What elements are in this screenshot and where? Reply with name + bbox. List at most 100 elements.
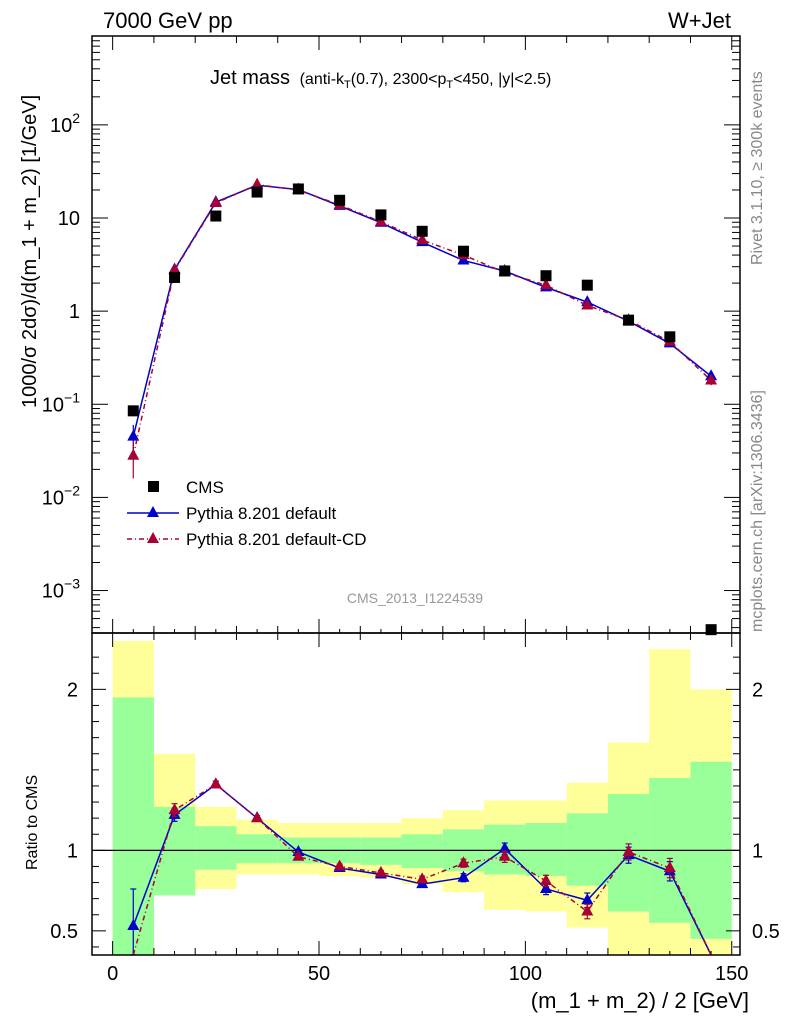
cms-point-7 <box>416 225 428 237</box>
cms-point-8 <box>457 245 469 257</box>
main-point-s1-2 <box>209 195 222 207</box>
band-inner-11 <box>566 813 608 886</box>
title-detail-b: (0.7), 2300<p <box>351 71 447 88</box>
ratio-point-s1-5 <box>333 859 346 871</box>
cms-point-10 <box>540 270 552 282</box>
ratio-tick-label-left-2: 0.5 <box>50 921 78 943</box>
title-detail-c: <450, |y|<2.5) <box>453 71 551 88</box>
main-point-s1-7 <box>416 233 429 245</box>
plot-title: Jet mass (anti-kT(0.7), 2300<pT<450, |y|… <box>210 67 551 91</box>
legend-cd-marker <box>147 532 159 543</box>
main-series <box>127 177 718 636</box>
cms-point-2 <box>210 210 222 222</box>
y-tick-label-5: 10−3 <box>42 576 80 603</box>
ratio-point-s1-2 <box>209 777 222 789</box>
ratio-point-s1-7 <box>416 872 429 884</box>
ratio-tick-label-right-1: 1 <box>752 840 763 862</box>
ratio-point-s1-8 <box>457 856 470 868</box>
ratio-point-s0-8 <box>457 870 470 882</box>
ratio-point-s1-11 <box>581 904 594 916</box>
cms-point-13 <box>664 331 676 343</box>
cms-point-1 <box>169 271 181 283</box>
x-tick-label-3: 150 <box>715 963 748 985</box>
ratio-point-s0-0 <box>127 919 140 931</box>
header-left: 7000 GeV pp <box>103 8 233 33</box>
band-inner-2 <box>195 826 237 870</box>
main-point-s0-0 <box>127 429 140 441</box>
x-tick-label-2: 100 <box>509 963 542 985</box>
legend-cms-label: CMS <box>186 478 224 497</box>
y-tick-label-1: 10 <box>58 208 80 230</box>
x-axis-title: (m_1 + m_2) / 2 [GeV] <box>531 988 749 1013</box>
band-inner-10 <box>525 822 567 877</box>
y-tick-label-0: 102 <box>50 110 80 137</box>
y-tick-exp-5: −3 <box>64 576 80 592</box>
legend-default-label: Pythia 8.201 default <box>186 504 337 523</box>
header-right: W+Jet <box>668 8 731 33</box>
y-axis-title: 1000/σ 2dσ)/d(m_1 + m_2) [1/GeV] <box>19 95 41 408</box>
title-sub-a: T <box>344 79 351 91</box>
y-tick-label-3: 10−1 <box>42 389 80 416</box>
cms-point-12 <box>623 314 635 326</box>
main-point-s1-0 <box>127 448 140 460</box>
cms-point-0 <box>127 405 139 417</box>
cms-point-6 <box>375 209 387 221</box>
ratio-point-s1-4 <box>292 849 305 861</box>
y-tick-exp-3: −1 <box>64 389 80 405</box>
cms-point-11 <box>581 279 593 291</box>
mcplots-label: mcplots.cern.ch [arXiv:1306.3436] <box>749 390 766 632</box>
legend-default-marker <box>147 506 159 517</box>
main-point-s1-11 <box>581 298 594 310</box>
y-tick-label-4: 10−2 <box>42 482 80 509</box>
band-inner-7 <box>401 834 443 869</box>
title-sub-b: T <box>446 79 453 91</box>
y-tick-exp-4: −2 <box>64 482 80 498</box>
ratio-tick-label-right-0: 2 <box>752 679 763 701</box>
y-tick-label-2: 1 <box>69 301 80 323</box>
x-tick-label-0: 0 <box>107 963 118 985</box>
band-inner-3 <box>236 834 278 864</box>
y-tick-base-1: 10 <box>58 208 80 230</box>
ratio-point-s1-10 <box>540 873 553 885</box>
main-line-series-1 <box>132 183 712 456</box>
ratio-axis-title: Ratio to CMS <box>24 775 41 870</box>
main-line-series-0 <box>132 184 712 437</box>
y-tick-base-2: 1 <box>69 301 80 323</box>
band-inner-6 <box>360 837 402 865</box>
y-tick-base-0: 10 <box>50 115 72 137</box>
legend-cms-marker <box>148 481 159 492</box>
legend: CMS Pythia 8.201 default Pythia 8.201 de… <box>127 478 367 549</box>
title-detail-a: (anti-k <box>300 71 345 88</box>
ratio-tick-label-left-0: 2 <box>67 679 78 701</box>
ratio-tick-label-left-1: 1 <box>67 840 78 862</box>
cms-point-4 <box>292 183 304 195</box>
ratio-frame <box>91 632 741 956</box>
ratio-point-s0-11 <box>581 893 594 905</box>
y-tick-base-4: 10 <box>42 487 64 509</box>
cms-point-9 <box>499 265 511 277</box>
cms-point-3 <box>251 186 263 198</box>
legend-cd-label: Pythia 8.201 default-CD <box>186 530 367 549</box>
ratio-point-s1-12 <box>622 844 635 856</box>
x-tick-label-1: 50 <box>308 963 330 985</box>
ratio-tick-label-right-2: 0.5 <box>752 921 780 943</box>
title-main: Jet mass <box>210 67 290 89</box>
ratio-point-s1-9 <box>498 849 511 861</box>
y-tick-base-5: 10 <box>42 581 64 603</box>
ratio-series <box>127 777 712 956</box>
rivet-label: Rivet 3.1.10, ≥ 300k events <box>749 71 766 265</box>
main-point-s1-3 <box>251 177 264 189</box>
main-point-s1-1 <box>168 263 181 275</box>
ratio-point-s1-6 <box>374 865 387 877</box>
ratio-point-s0-9 <box>498 841 511 853</box>
ratio-point-s1-13 <box>663 861 676 873</box>
cms-point-14 <box>705 624 717 636</box>
main-point-s1-14 <box>705 373 718 385</box>
ratio-point-s1-3 <box>251 811 264 823</box>
ratio-bands <box>112 641 732 955</box>
main-point-s1-10 <box>540 278 553 290</box>
y-tick-exp-0: 2 <box>72 110 80 126</box>
cms-point-5 <box>334 194 346 206</box>
